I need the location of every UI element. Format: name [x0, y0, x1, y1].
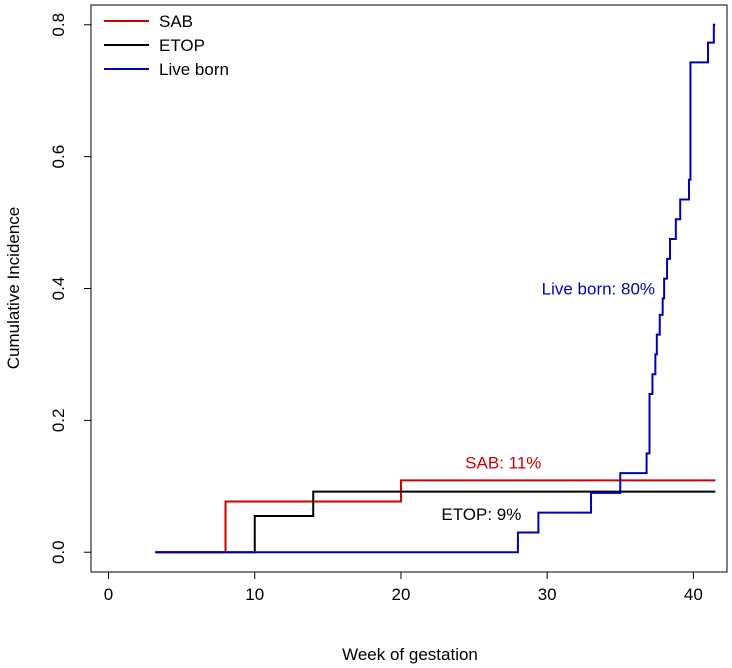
- x-tick-label: 0: [104, 585, 113, 604]
- series-live-born: [155, 23, 716, 554]
- y-axis-title: Cumulative Incidence: [4, 207, 23, 370]
- legend-label: Live born: [159, 60, 229, 79]
- legend-label: ETOP: [159, 36, 205, 55]
- x-tick-label: 30: [538, 585, 557, 604]
- x-tick-label: 40: [684, 585, 703, 604]
- y-tick-label: 0.8: [49, 13, 68, 37]
- x-axis-title: Week of gestation: [342, 645, 478, 664]
- x-axis: 0 10 20 30 40: [104, 571, 703, 604]
- y-tick-label: 0.2: [49, 409, 68, 433]
- y-tick-label: 0.4: [49, 277, 68, 301]
- x-tick-label: 10: [245, 585, 264, 604]
- series-layer: [155, 23, 716, 554]
- legend-label: SAB: [159, 12, 193, 31]
- annotation-layer: Live born: 80% SAB: 11% ETOP: 9%: [441, 280, 655, 524]
- y-tick-label: 0.6: [49, 145, 68, 169]
- annotation-label: Live born: 80%: [542, 280, 655, 299]
- y-tick-label: 0.0: [49, 540, 68, 564]
- x-tick-label: 20: [391, 585, 410, 604]
- annotation-label: ETOP: 9%: [441, 505, 521, 524]
- legend: SAB ETOP Live born: [104, 12, 229, 79]
- y-axis: 0.0 0.2 0.4 0.6 0.8: [49, 13, 92, 564]
- annotation-label: SAB: 11%: [465, 454, 541, 473]
